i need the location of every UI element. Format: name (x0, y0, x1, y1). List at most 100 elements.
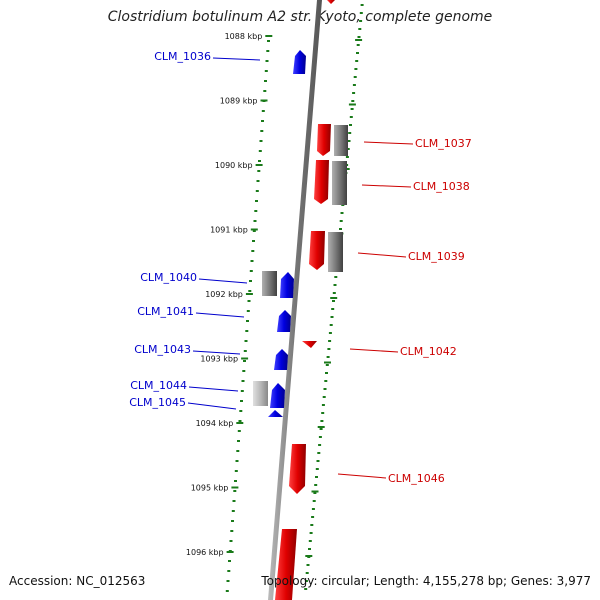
track-dot (228, 560, 231, 562)
track-dot (263, 90, 267, 92)
ruler-tick (245, 293, 253, 295)
track-dot (306, 564, 310, 566)
track-dot (352, 84, 356, 86)
track-dot (360, 4, 364, 6)
track-dot (259, 140, 263, 142)
track-dot (325, 364, 329, 366)
gene-label-clm-1046[interactable]: CLM_1046 (388, 472, 445, 485)
track-dot (325, 372, 328, 374)
track-dot (258, 150, 262, 152)
track-dot (339, 220, 343, 222)
gene-block-clm-1044-gray[interactable] (253, 381, 268, 406)
track-dot (355, 60, 359, 62)
outer-track-tick (330, 297, 338, 299)
gene-arrow-clm-1038[interactable] (314, 160, 329, 204)
track-dot (308, 548, 311, 550)
track-dot (243, 360, 246, 362)
track-dot (334, 276, 338, 278)
track-dot (249, 280, 252, 282)
track-dot (359, 20, 363, 22)
gene-arrow-clm-1046[interactable] (289, 444, 306, 494)
ruler-tick (241, 357, 249, 360)
track-dot (261, 120, 264, 122)
track-dot (255, 200, 258, 202)
ruler-tick (250, 228, 258, 231)
track-dot (238, 420, 242, 422)
gene-label-clm-1039[interactable]: CLM_1039 (408, 250, 465, 263)
track-dot (265, 60, 269, 62)
gene-arrow-clm-1036[interactable] (293, 50, 306, 74)
gene-block-clm-1038-gray[interactable] (332, 161, 347, 205)
track-dot (225, 590, 229, 592)
track-dot (328, 332, 332, 334)
gene-label-clm-1037[interactable]: CLM_1037 (415, 137, 472, 150)
track-dot (305, 572, 309, 574)
ruler-tick (260, 99, 268, 102)
outer-track-tick (317, 426, 325, 428)
gene-block-clm-1037-gray[interactable] (334, 125, 348, 156)
gene-arrow-clm-1040[interactable] (280, 272, 294, 298)
gene-arrow-clm-1039[interactable] (309, 231, 325, 270)
gene-label-clm-1044[interactable]: CLM_1044 (130, 379, 187, 392)
track-dot (350, 108, 354, 110)
gene-label-clm-1036[interactable]: CLM_1036 (154, 50, 211, 63)
ruler-label: 1089 kbp (220, 97, 258, 106)
outer-track-tick (311, 490, 319, 493)
track-dot (317, 452, 321, 454)
gene-arrow-clm-1045[interactable] (268, 410, 283, 417)
gene-block-clm-1040-gray[interactable] (262, 271, 277, 296)
gene-arrow-clm-1037[interactable] (317, 124, 331, 156)
gene-label-clm-1040[interactable]: CLM_1040 (140, 271, 197, 284)
ruler-tick (236, 422, 244, 424)
gene-label-clm-1043[interactable]: CLM_1043 (134, 343, 191, 356)
gene-block-clm-1039-gray[interactable] (328, 232, 343, 272)
track-dot (242, 370, 246, 372)
ruler-label: 1088 kbp (225, 32, 263, 41)
track-dot (260, 130, 264, 132)
track-dot (264, 70, 268, 72)
track-dot (239, 410, 243, 412)
gene-arrow-bottom[interactable] (275, 529, 297, 600)
outer-track-tick (355, 39, 363, 41)
track-dot (318, 436, 322, 438)
track-dot (311, 516, 315, 518)
gene-arrow-clm-1042[interactable] (302, 341, 317, 348)
ruler-label: 1095 kbp (191, 484, 229, 493)
gene-arrow-clm-1041[interactable] (277, 310, 291, 332)
track-dot (354, 68, 358, 70)
gene-label-clm-1041[interactable]: CLM_1041 (137, 305, 194, 318)
track-dot (353, 76, 357, 78)
track-dot (229, 540, 233, 542)
gene-label-clm-1042[interactable]: CLM_1042 (400, 345, 457, 358)
gene-arrow-clm-1044[interactable] (270, 383, 285, 408)
track-dot (347, 140, 351, 142)
track-dot (315, 468, 319, 470)
track-dot (345, 156, 349, 158)
gene-arrow-clm-1043[interactable] (274, 349, 288, 370)
track-dot (234, 480, 237, 482)
track-dot (328, 340, 332, 342)
track-dot (340, 212, 344, 214)
track-dot (234, 470, 238, 472)
track-dot (332, 300, 335, 302)
track-dot (324, 380, 328, 382)
kbp-ruler: 1088 kbp 1089 kbp 1090 kbp 1091 kbp 1092 kbp… (186, 32, 273, 557)
track-dot (339, 228, 342, 230)
track-dot (333, 284, 337, 286)
track-dot (233, 490, 237, 492)
ruler-label: 1096 kbp (186, 548, 224, 557)
ruler-label: 1091 kbp (210, 226, 248, 235)
track-dot (331, 308, 335, 310)
track-dot (261, 110, 265, 112)
track-dot (348, 132, 352, 134)
outer-track-tick (348, 103, 356, 106)
track-dot (349, 124, 352, 126)
track-dot (316, 460, 320, 462)
gene-arrow-top[interactable] (327, 0, 335, 4)
accession-text: Accession: NC_012563 (9, 574, 146, 588)
gene-label-clm-1045[interactable]: CLM_1045 (129, 396, 186, 409)
ruler-tick (231, 486, 239, 489)
gene-label-clm-1038[interactable]: CLM_1038 (413, 180, 470, 193)
